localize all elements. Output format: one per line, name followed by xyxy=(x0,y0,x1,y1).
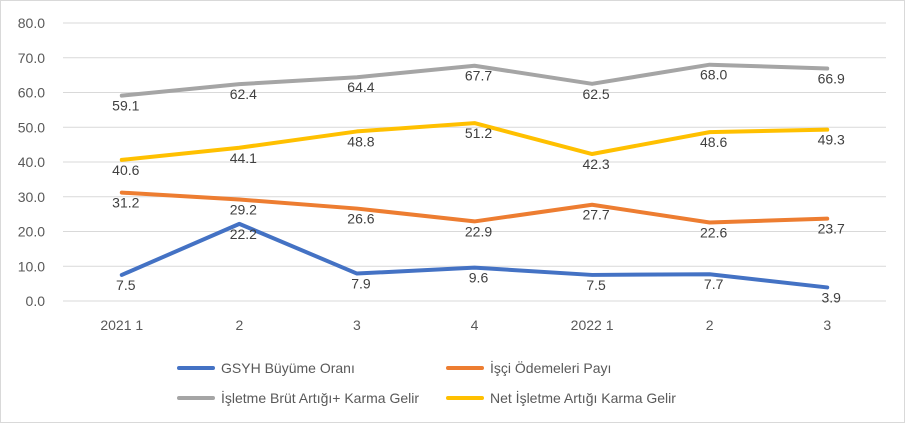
x-tick-label: 2022 1 xyxy=(571,317,614,333)
x-tick-label: 2 xyxy=(235,317,243,333)
data-label: 44.1 xyxy=(230,150,257,166)
y-tick-label: 50.0 xyxy=(18,119,45,135)
data-label: 22.9 xyxy=(465,223,492,239)
data-label: 9.6 xyxy=(469,270,489,286)
x-tick-label: 2 xyxy=(706,317,714,333)
y-tick-label: 30.0 xyxy=(18,189,45,205)
data-label: 66.9 xyxy=(818,71,845,87)
legend-label: GSYH Büyüme Oranı xyxy=(221,360,355,376)
data-label: 42.3 xyxy=(582,156,609,172)
y-tick-label: 80.0 xyxy=(18,15,45,31)
data-label: 7.7 xyxy=(704,276,724,292)
data-label: 59.1 xyxy=(112,98,139,114)
legend-label: İşletme Brüt Artığı+ Karma Gelir xyxy=(221,389,419,406)
series-line xyxy=(119,221,830,290)
data-label: 7.5 xyxy=(116,277,136,293)
data-label: 23.7 xyxy=(818,221,845,237)
data-label: 49.3 xyxy=(818,132,845,148)
data-label: 40.6 xyxy=(112,162,139,178)
data-label: 26.6 xyxy=(347,211,374,227)
legend-label: Net İşletme Artığı Karma Gelir xyxy=(490,389,676,406)
data-label: 68.0 xyxy=(700,67,727,83)
y-tick-label: 40.0 xyxy=(18,154,45,170)
y-tick-label: 0.0 xyxy=(26,293,46,309)
data-label: 48.8 xyxy=(347,133,374,149)
data-label: 51.2 xyxy=(465,125,492,141)
data-label: 7.9 xyxy=(351,276,371,292)
data-label: 29.2 xyxy=(230,202,257,218)
x-tick-label: 3 xyxy=(353,317,361,333)
data-label: 27.7 xyxy=(582,207,609,223)
data-label: 22.6 xyxy=(700,224,727,240)
series-line xyxy=(119,62,830,98)
x-tick-label: 2021 1 xyxy=(100,317,143,333)
data-label: 62.5 xyxy=(582,86,609,102)
data-label: 7.5 xyxy=(586,277,606,293)
data-label: 22.2 xyxy=(230,226,257,242)
data-label: 31.2 xyxy=(112,195,139,211)
legend-label: İşçi Ödemeleri Payı xyxy=(490,359,611,376)
y-tick-label: 70.0 xyxy=(18,50,45,66)
series-line xyxy=(119,121,830,162)
x-tick-label: 3 xyxy=(823,317,831,333)
data-label: 67.7 xyxy=(465,68,492,84)
x-tick-label: 4 xyxy=(471,317,479,333)
series-line xyxy=(119,190,830,225)
y-tick-label: 10.0 xyxy=(18,258,45,274)
data-label: 62.4 xyxy=(230,86,257,102)
data-label: 3.9 xyxy=(821,289,841,305)
y-tick-label: 60.0 xyxy=(18,85,45,101)
data-label: 64.4 xyxy=(347,79,374,95)
y-tick-label: 20.0 xyxy=(18,224,45,240)
data-label: 48.6 xyxy=(700,134,727,150)
